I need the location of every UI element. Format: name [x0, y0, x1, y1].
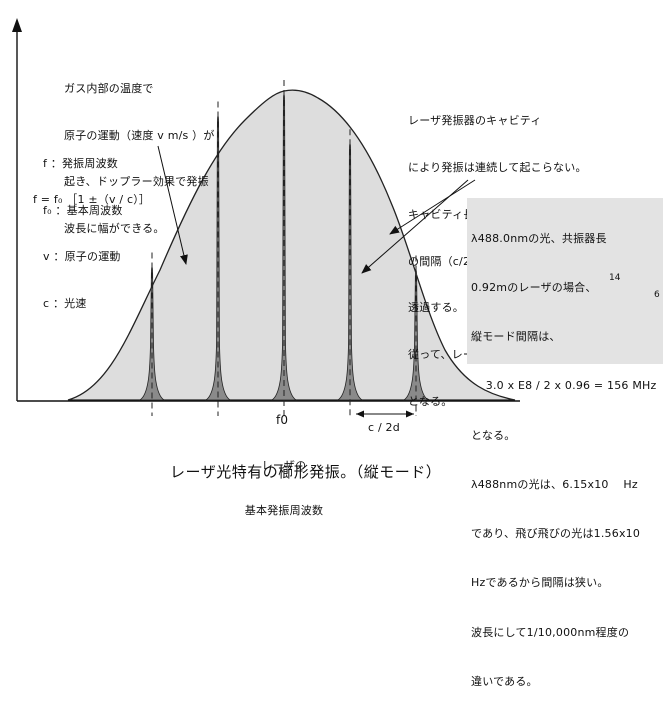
calc-line: 0.92mのレーザの場合、 [471, 281, 597, 295]
doppler-note-line: 起き、ドップラー効果で発振 [64, 175, 209, 188]
calc-line: λ488.0nmの光、共振器長 [471, 231, 607, 245]
symbol-legend: f ：発振周波数 f₀ ：基本周波数 v ：原子の運動 c ：光速 [43, 125, 123, 327]
mode-spacing-label: c / 2d [368, 421, 400, 434]
calc-line: 縦モード間隔は、 [471, 330, 561, 344]
doppler-note-line: 波長に幅ができる。 [64, 221, 165, 235]
calculation-box [467, 198, 663, 364]
cavity-arrow-right [389, 179, 476, 235]
cavity-note-line: レーザ発振器のキャビティ [408, 114, 542, 128]
legend-item: c ：光速 [43, 296, 87, 310]
doppler-note-line: 原子の運動（速度 v m/s ）が [64, 128, 215, 142]
cavity-note-line: により発振は連続して起こらない。 [408, 160, 587, 174]
doppler-envelope [67, 89, 516, 401]
legend-item: v ：原子の運動 [43, 250, 121, 263]
calculation-text: λ488.0nmの光、共振器長 0.92mのレーザの場合、 縦モード間隔は、 3… [471, 198, 656, 707]
doppler-note: ガス内部の温度で 原子の運動（速度 v m/s ）が 起き、ドップラー効果で発振… [64, 50, 215, 252]
doppler-note-line: ガス内部の温度で [64, 82, 154, 95]
figure-caption: レーザ光特有の櫛形発振。（縦モード） [170, 463, 442, 481]
calc-line: 波長にして1/10,000nm程度の [471, 625, 630, 639]
cavity-arrow-left [361, 179, 469, 274]
f0-label: f0 [276, 413, 289, 427]
y-axis-arrowhead [12, 18, 22, 32]
calc-line: λ488nmの光は、6.15x10 Hz [471, 477, 638, 491]
calc-line: 違いである。 [471, 674, 538, 688]
legend-item: f₀ ：基本周波数 [43, 203, 123, 217]
cavity-note-line: 透過する。 [408, 301, 464, 315]
comb-mode-diagram [12, 18, 520, 418]
f0-description-line: レーザの [261, 459, 307, 472]
calc-line: となる。 [471, 428, 516, 442]
calc-line: 3.0 x E8 / 2 x 0.96 = 156 MHz [471, 379, 657, 393]
doppler-arrow [157, 145, 188, 265]
legend-item: f ：発振周波数 [43, 157, 118, 170]
f0-description-line: 基本発振周波数 [244, 504, 324, 517]
calc-line: Hzであるから間隔は狭い。 [471, 576, 609, 590]
frequency-formula: f = f₀ ［1 ±（v / c）］ [33, 193, 151, 206]
cavity-note-line: となる。 [408, 394, 453, 408]
exponent-6: 6 [654, 290, 660, 300]
calc-line: であり、飛び飛びの光は1.56x10 [471, 527, 641, 541]
exponent-14: 14 [609, 273, 621, 283]
